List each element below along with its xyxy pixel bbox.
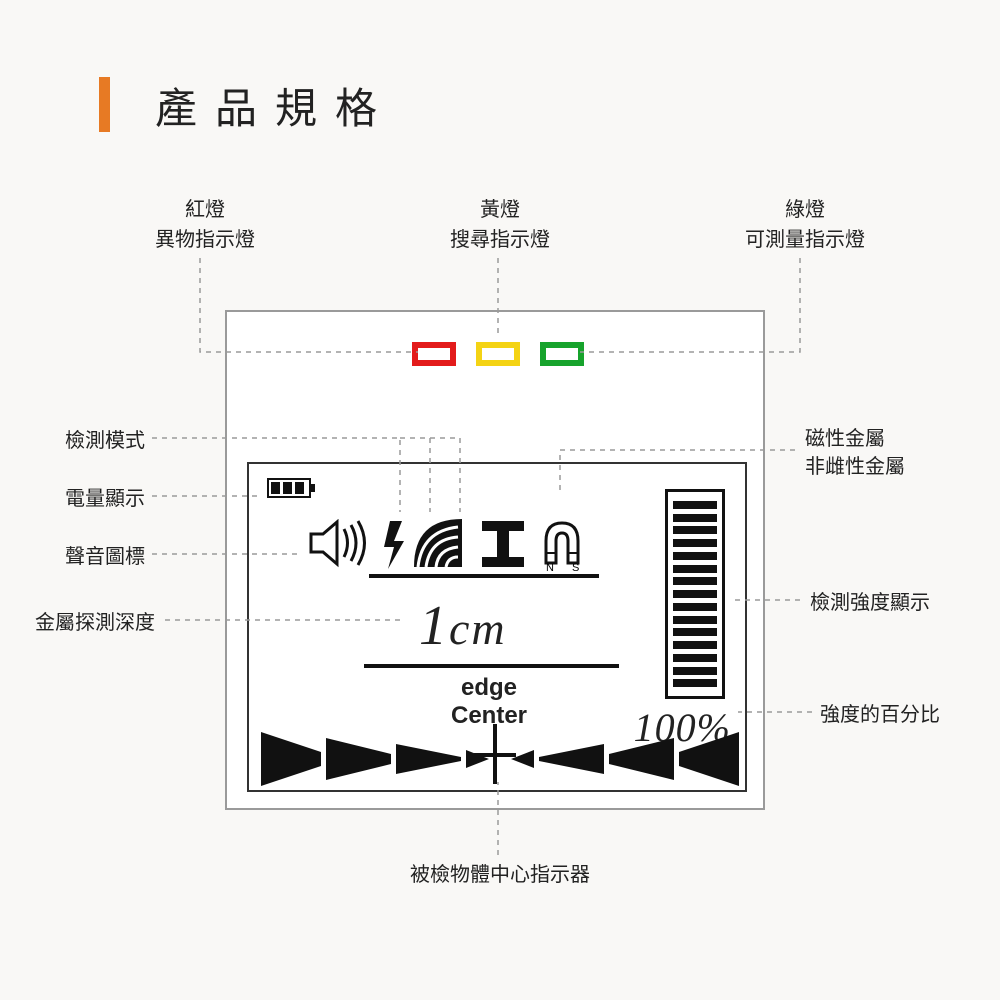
mode-icons: N S	[384, 519, 624, 574]
svg-text:S: S	[572, 562, 579, 574]
label-center-indicator: 被檢物體中心指示器	[370, 860, 630, 890]
label-strength: 檢測強度顯示	[810, 588, 930, 618]
magnet-icon	[546, 523, 578, 563]
label-green-led: 綠燈 可測量指示燈	[715, 195, 895, 255]
svg-text:N: N	[546, 562, 554, 574]
divider-top	[369, 574, 599, 578]
speaker-icon	[309, 519, 379, 569]
label-sound: 聲音圖標	[65, 542, 145, 572]
depth-reading: 1cm	[419, 594, 507, 658]
crosshair-h	[474, 753, 516, 757]
label-metal-type: 磁性金屬 非雌性金屬	[805, 425, 905, 481]
label-yellow-led: 黃燈 搜尋指示燈	[420, 195, 580, 255]
accent-bar	[99, 77, 110, 132]
led-yellow	[476, 342, 520, 366]
led-green	[540, 342, 584, 366]
label-percent: 強度的百分比	[820, 700, 940, 730]
label-red-led: 紅燈 異物指示燈	[125, 195, 285, 255]
edge-center-text: edge Center	[439, 674, 539, 730]
led-red	[412, 342, 456, 366]
label-battery: 電量顯示	[65, 484, 145, 514]
battery-icon	[267, 478, 311, 498]
center-arrows-icon	[261, 732, 739, 787]
divider-bottom	[364, 664, 619, 668]
label-mode: 檢測模式	[65, 426, 145, 456]
device-panel: N S 1cm edge Center 100%	[225, 310, 765, 810]
strength-bargraph	[665, 489, 725, 699]
label-depth: 金屬探測深度	[35, 608, 155, 638]
lcd-screen: N S 1cm edge Center 100%	[247, 462, 747, 792]
page-title: 產品規格	[155, 75, 395, 136]
